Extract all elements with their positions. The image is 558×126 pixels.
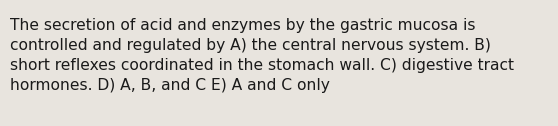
Text: The secretion of acid and enzymes by the gastric mucosa is
controlled and regula: The secretion of acid and enzymes by the… [10, 18, 514, 93]
